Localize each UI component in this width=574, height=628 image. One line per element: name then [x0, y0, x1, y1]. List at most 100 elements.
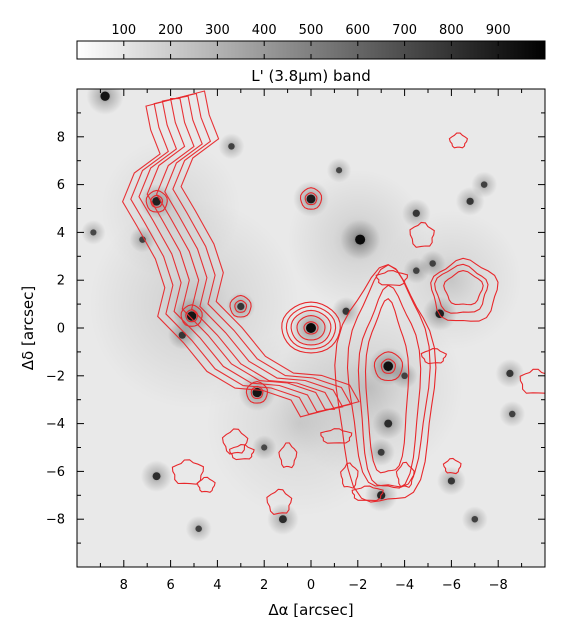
- x-tick-label: 4: [213, 578, 221, 593]
- x-tick-label: −6: [442, 578, 461, 593]
- colorbar: 100 200 300 400 500 600 700 800 900 L' (3.8μm) b…: [76, 23, 546, 85]
- point-source: [342, 307, 350, 315]
- contour-line: [380, 358, 396, 374]
- contour-line: [296, 315, 326, 341]
- contour-overlay: [121, 90, 545, 516]
- diffuse-glow: [205, 330, 393, 518]
- contour-line: [196, 476, 216, 493]
- point-source: [471, 515, 479, 523]
- point-source: [383, 361, 394, 372]
- y-tick-label: 0: [57, 322, 65, 337]
- contour-line: [234, 299, 248, 313]
- colorbar-label: L' (3.8μm) band: [251, 67, 370, 85]
- contour-line: [229, 294, 252, 318]
- contour-line: [180, 304, 203, 327]
- colorbar-tick-label: 700: [392, 23, 417, 38]
- point-source: [413, 267, 420, 274]
- contour-line: [375, 270, 409, 286]
- contour-line: [334, 263, 437, 503]
- contour-line: [304, 192, 318, 206]
- contour-line: [448, 132, 469, 149]
- y-tick-label: −4: [46, 417, 65, 432]
- contour-line: [285, 305, 337, 350]
- point-source: [195, 525, 202, 533]
- contour-line: [364, 297, 410, 474]
- y-tick-label: 6: [57, 178, 65, 193]
- point-source: [178, 331, 186, 339]
- contour-line: [281, 301, 341, 354]
- contour-line: [395, 461, 415, 489]
- contour-line: [409, 221, 435, 248]
- x-tick-label: −2: [348, 578, 367, 593]
- contour-line: [185, 309, 199, 323]
- point-source: [377, 448, 385, 456]
- point-source: [261, 444, 268, 451]
- point-source: [228, 143, 235, 150]
- contour-line: [443, 270, 484, 306]
- axis-ticks: [77, 89, 545, 567]
- point-source: [506, 369, 514, 378]
- contour-line: [245, 381, 269, 404]
- point-source: [90, 229, 97, 236]
- colorbar-tick-label: 300: [205, 23, 230, 38]
- y-tick-labels: 8 6 4 2 0 −2 −4 −6 −8: [46, 130, 65, 527]
- point-source: [100, 91, 110, 101]
- x-tick-label: −4: [395, 578, 414, 593]
- x-tick-label: 0: [307, 578, 315, 593]
- contour-line: [250, 385, 264, 399]
- point-source: [480, 181, 488, 188]
- point-source: [152, 472, 161, 481]
- point-source: [187, 311, 197, 321]
- contour-line: [145, 189, 168, 213]
- contour-line: [150, 194, 164, 208]
- contour-line: [278, 442, 298, 469]
- colorbar-tick-label: 900: [486, 23, 511, 38]
- point-source: [306, 194, 316, 204]
- y-tick-label: −8: [46, 513, 65, 528]
- contour-line: [146, 98, 336, 410]
- contour-line: [373, 351, 404, 382]
- y-tick-label: −2: [46, 369, 65, 384]
- colorbar-ticks: [123, 41, 499, 59]
- point-source: [466, 197, 474, 205]
- point-source: [355, 234, 366, 245]
- contour-line: [519, 368, 545, 394]
- point-source: [508, 410, 516, 418]
- colorbar-tick-label: 800: [439, 23, 464, 38]
- colorbar-tick-labels: 100 200 300 400 500 600 700 800 900: [111, 23, 510, 38]
- contour-line: [266, 488, 293, 516]
- contour-line: [320, 428, 353, 444]
- colorbar-tick-label: 200: [158, 23, 183, 38]
- contour-line: [299, 187, 323, 210]
- contour-line: [351, 485, 384, 502]
- contour-line: [430, 257, 499, 322]
- contour-line: [228, 444, 255, 461]
- point-source: [447, 477, 455, 485]
- point-source: [401, 372, 408, 380]
- contour-line: [346, 264, 431, 488]
- contour-line: [340, 462, 359, 489]
- x-axis-title: Δα [arcsec]: [268, 601, 353, 619]
- x-tick-labels: 8 6 4 2 0 −2 −4 −6 −8: [120, 578, 508, 593]
- contour-line: [138, 95, 344, 413]
- point-source: [429, 260, 436, 267]
- x-tick-label: −8: [489, 578, 508, 593]
- contour-line: [357, 284, 422, 489]
- y-tick-label: −6: [46, 465, 65, 480]
- point-source: [306, 323, 316, 333]
- contour-line: [221, 428, 249, 455]
- x-tick-label: 2: [260, 578, 268, 593]
- contour-line: [434, 263, 489, 314]
- point-source: [152, 197, 161, 206]
- colorbar-tick-label: 400: [252, 23, 277, 38]
- contour-line: [171, 459, 204, 485]
- colorbar-tick-label: 100: [111, 23, 136, 38]
- contour-line: [442, 457, 462, 475]
- point-source: [278, 515, 287, 524]
- contour-line: [303, 321, 319, 335]
- y-tick-label: 8: [57, 130, 65, 145]
- point-source: [384, 419, 393, 428]
- point-source: [237, 302, 245, 311]
- y-axis-title: Δδ [arcsec]: [19, 286, 37, 370]
